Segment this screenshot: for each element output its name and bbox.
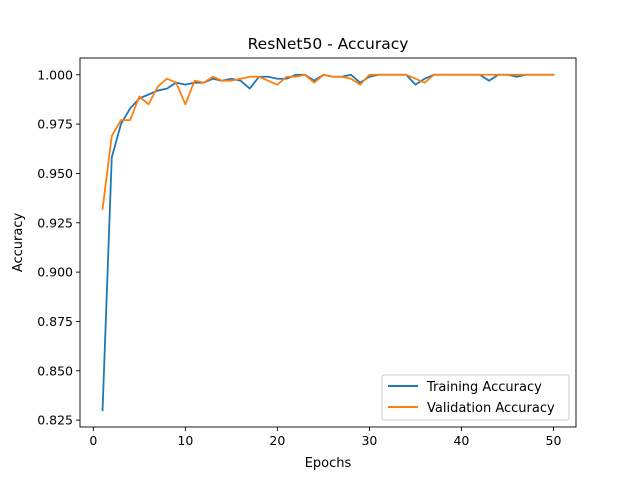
chart-title: ResNet50 - Accuracy — [248, 35, 409, 53]
x-axis: 0 10 20 30 40 50 — [89, 427, 561, 448]
y-tick-label: 0.950 — [37, 166, 73, 181]
y-tick-label: 0.850 — [37, 363, 73, 378]
x-tick-label: 40 — [453, 433, 469, 448]
legend: Training Accuracy Validation Accuracy — [381, 374, 570, 421]
x-tick-label: 30 — [361, 433, 377, 448]
series-line-training — [101, 73, 555, 412]
y-axis: 0.825 0.850 0.875 0.900 0.925 0.950 0.975 1.000 — [37, 67, 80, 428]
series-line-validation — [101, 73, 555, 210]
legend-label-training: Training Accuracy — [426, 380, 542, 395]
y-tick-label: 1.000 — [37, 67, 73, 82]
y-tick-label: 0.825 — [37, 413, 73, 428]
legend-box — [381, 374, 570, 421]
x-tick-label: 20 — [269, 433, 285, 448]
x-axis-label: Epochs — [305, 456, 352, 471]
x-tick-label: 50 — [546, 433, 562, 448]
x-tick-label: 0 — [89, 433, 97, 448]
plot-frame — [79, 57, 577, 428]
series-layer — [101, 73, 555, 412]
y-tick-label: 0.925 — [37, 215, 73, 230]
y-axis-label: Accuracy — [11, 213, 26, 273]
legend-label-validation: Validation Accuracy — [427, 401, 555, 416]
y-tick-label: 0.975 — [37, 117, 73, 132]
y-tick-label: 0.900 — [37, 265, 73, 280]
y-tick-label: 0.875 — [37, 314, 73, 329]
x-tick-label: 10 — [177, 433, 193, 448]
